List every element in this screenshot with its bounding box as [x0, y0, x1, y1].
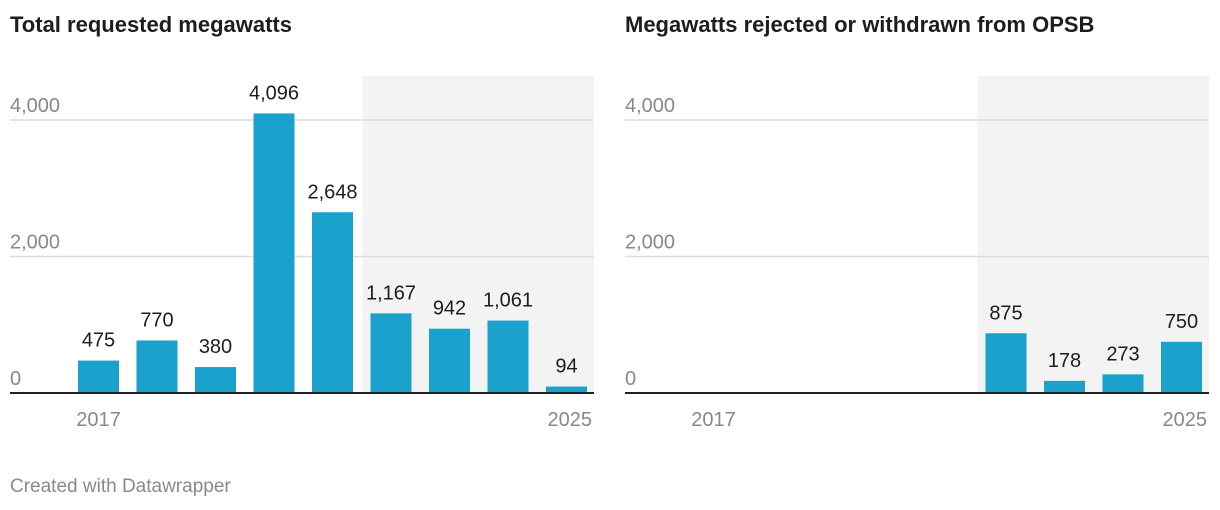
credit-footer: Created with Datawrapper [10, 476, 231, 497]
y-tick-label: 2,000 [625, 232, 675, 254]
data-label: 4,096 [249, 82, 299, 104]
bar [1161, 341, 1202, 393]
y-tick-label: 0 [10, 368, 21, 390]
y-tick-label: 4,000 [10, 95, 60, 117]
bar [1102, 374, 1144, 393]
y-tick-label: 4,000 [625, 95, 675, 117]
bar [1044, 380, 1085, 393]
data-label: 380 [199, 336, 232, 358]
x-tick-label: 2017 [691, 409, 736, 431]
data-label: 94 [555, 356, 577, 378]
data-label: 475 [82, 330, 115, 352]
data-label: 273 [1106, 343, 1139, 365]
bar-chart-plot: 0 2,000 4,000 475 770 380 4,096 2,648 1,167 942 1,… [10, 76, 594, 431]
chart-title: Megawatts rejected or withdrawn from OPS… [625, 12, 1095, 37]
data-label: 770 [140, 309, 173, 331]
data-label: 178 [1048, 350, 1081, 372]
chart-title: Total requested megawatts [10, 12, 292, 37]
chart-rejected-withdrawn: Megawatts rejected or withdrawn from OPS… [625, 0, 1220, 460]
data-label: 2,648 [307, 181, 357, 203]
bar [487, 320, 529, 393]
bar [195, 367, 236, 393]
bar [253, 113, 295, 393]
x-tick-label: 2025 [548, 409, 593, 431]
chart-total-requested: Total requested megawatts 0 2,000 4,000 475… [10, 0, 610, 460]
bar [370, 313, 412, 393]
bar-chart-plot: 0 2,000 4,000 875 178 273 750 2017 2025 [625, 76, 1209, 431]
data-label: 750 [1165, 311, 1198, 333]
bar [312, 212, 353, 393]
bar [136, 340, 178, 393]
y-tick-label: 0 [625, 368, 636, 390]
data-label: 1,167 [366, 282, 416, 304]
y-tick-label: 2,000 [10, 232, 60, 254]
x-tick-label: 2025 [1163, 409, 1208, 431]
data-label: 942 [433, 298, 466, 320]
bar [429, 328, 470, 393]
bar [78, 360, 119, 393]
bar [546, 386, 587, 393]
bar [985, 333, 1027, 393]
data-label: 1,061 [483, 290, 533, 312]
x-tick-label: 2017 [76, 409, 121, 431]
data-label: 875 [989, 302, 1022, 324]
